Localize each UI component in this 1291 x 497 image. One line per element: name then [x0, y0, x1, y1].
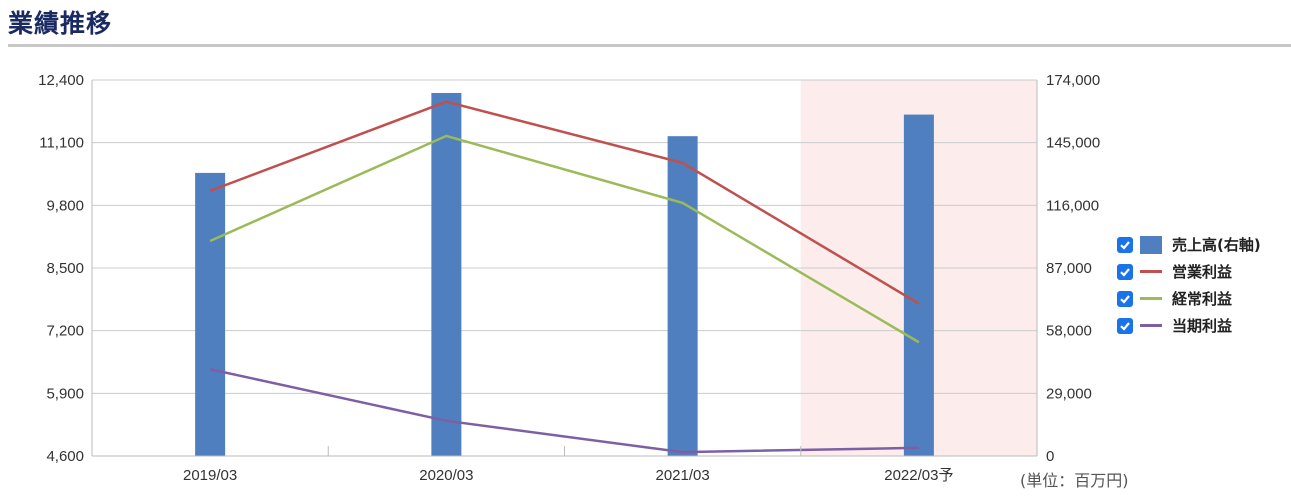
left-tick-label: 4,600 [46, 448, 84, 465]
left-tick-label: 9,800 [46, 197, 84, 214]
right-tick-label: 29,000 [1046, 385, 1092, 402]
right-tick-label: 0 [1046, 448, 1054, 465]
left-tick-label: 7,200 [46, 323, 84, 340]
legend-swatch-net-profit [1140, 324, 1162, 327]
legend-label-sales: 売上高(右軸) [1172, 236, 1261, 254]
checkbox-sales[interactable] [1117, 236, 1133, 253]
legend-swatch-operating-profit [1140, 270, 1162, 273]
chart-legend: 売上高(右軸) 営業利益 経常利益 当期利益 [1117, 231, 1261, 339]
right-tick-label: 174,000 [1046, 72, 1100, 89]
series-line-0 [209, 100, 920, 305]
checkbox-operating-profit[interactable] [1117, 263, 1133, 280]
legend-item-sales[interactable]: 売上高(右軸) [1117, 231, 1261, 258]
right-tick-label: 87,000 [1046, 260, 1092, 277]
left-tick-label: 5,900 [46, 385, 84, 402]
right-tick-label: 116,000 [1046, 197, 1099, 214]
bar-3 [903, 114, 934, 457]
legend-swatch-ordinary-profit [1140, 297, 1162, 300]
legend-label-ordinary-profit: 経常利益 [1172, 290, 1233, 308]
legend-item-net-profit[interactable]: 当期利益 [1117, 312, 1261, 339]
left-tick-label: 8,500 [46, 260, 84, 277]
left-tick-label: 11,100 [39, 135, 84, 152]
legend-label-operating-profit: 営業利益 [1172, 263, 1233, 281]
bar-2 [667, 136, 698, 457]
x-tick-label: 2019/03 [183, 467, 237, 484]
x-tick-label: 2021/03 [656, 467, 710, 484]
page-title: 業績推移 [8, 9, 113, 38]
legend-item-operating-profit[interactable]: 営業利益 [1117, 258, 1261, 285]
legend-item-ordinary-profit[interactable]: 経常利益 [1117, 285, 1261, 312]
x-tick-label: 2020/03 [419, 467, 473, 484]
checkbox-ordinary-profit[interactable] [1117, 290, 1133, 307]
x-tick-label: 2022/03予 [884, 467, 953, 484]
bar-1 [431, 92, 462, 456]
title-divider [8, 44, 1291, 47]
bar-0 [195, 172, 226, 456]
checkbox-net-profit[interactable] [1117, 317, 1133, 334]
unit-note: (単位：百万円) [1020, 471, 1129, 490]
left-tick-label: 12,400 [38, 72, 84, 89]
legend-label-net-profit: 当期利益 [1172, 317, 1233, 335]
right-tick-label: 58,000 [1046, 323, 1092, 340]
right-tick-label: 145,000 [1046, 135, 1100, 152]
legend-swatch-sales [1140, 235, 1162, 254]
series-line-1 [209, 134, 920, 344]
